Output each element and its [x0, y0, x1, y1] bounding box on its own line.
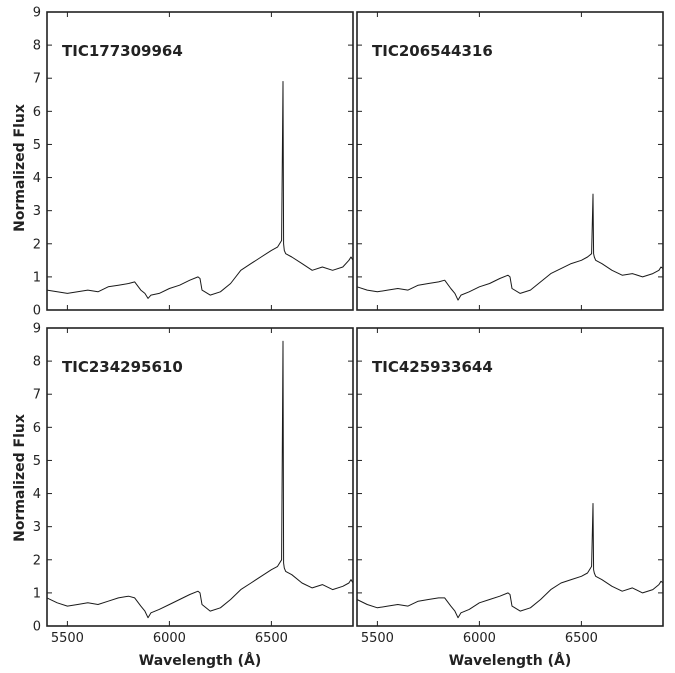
- panel-4: 5500 6000 6500 TIC425933644: [356, 327, 664, 646]
- panel-3: 0 1 2 3 4 5 6 7 8 9 5500 6000 6500 TIC234295610: [33, 322, 354, 646]
- xlabel-right: Wavelength (Å): [449, 652, 571, 669]
- y-tick-label: 8: [33, 355, 41, 370]
- y-tick-label: 3: [33, 204, 41, 219]
- ylabel-top: Normalized Flux: [12, 104, 28, 232]
- panel-frame: [356, 327, 664, 627]
- y-tick-label: 0: [33, 304, 41, 319]
- y-tick-label: 3: [33, 520, 41, 535]
- y-tick-label: 5: [33, 138, 41, 153]
- y-tick-label: 7: [33, 72, 41, 87]
- spectrum-line-1: [46, 81, 354, 299]
- x-tick-label: 6500: [255, 631, 288, 646]
- panel-title: TIC206544316: [372, 42, 493, 60]
- panel-1: 0 1 2 3 4 5 6 7 8 9 TIC177309964: [33, 6, 354, 319]
- y-tick-label: 7: [33, 388, 41, 403]
- panel-title: TIC234295610: [62, 358, 183, 376]
- panel-title: TIC425933644: [372, 358, 493, 376]
- spectrum-line-2: [356, 193, 664, 301]
- panel-frame: [356, 11, 664, 311]
- y-tick-label: 6: [33, 105, 41, 120]
- y-tick-label: 2: [33, 553, 41, 568]
- panel-title: TIC177309964: [62, 42, 183, 60]
- spectrum-line-3: [46, 340, 354, 619]
- x-tick-label: 6500: [565, 631, 598, 646]
- x-tick-label: 6000: [153, 631, 186, 646]
- y-tick-label: 9: [33, 322, 41, 337]
- y-tick-label: 8: [33, 39, 41, 54]
- ylabel-bottom: Normalized Flux: [12, 414, 28, 542]
- spectrum-line-4: [356, 503, 664, 619]
- xlabel-left: Wavelength (Å): [139, 652, 261, 669]
- y-tick-label: 4: [33, 171, 41, 186]
- y-tick-label: 1: [33, 270, 41, 285]
- y-tick-label: 4: [33, 487, 41, 502]
- panel-frame: [46, 327, 354, 627]
- x-tick-label: 5500: [51, 631, 84, 646]
- panel-frame: [46, 11, 354, 311]
- x-tick-label: 5500: [361, 631, 394, 646]
- panel-2: TIC206544316: [356, 11, 664, 311]
- y-tick-label: 1: [33, 586, 41, 601]
- y-tick-label: 2: [33, 237, 41, 252]
- y-tick-label: 6: [33, 421, 41, 436]
- y-tick-label: 9: [33, 6, 41, 21]
- x-tick-label: 6000: [463, 631, 496, 646]
- y-tick-label: 5: [33, 454, 41, 469]
- y-tick-label: 0: [33, 620, 41, 635]
